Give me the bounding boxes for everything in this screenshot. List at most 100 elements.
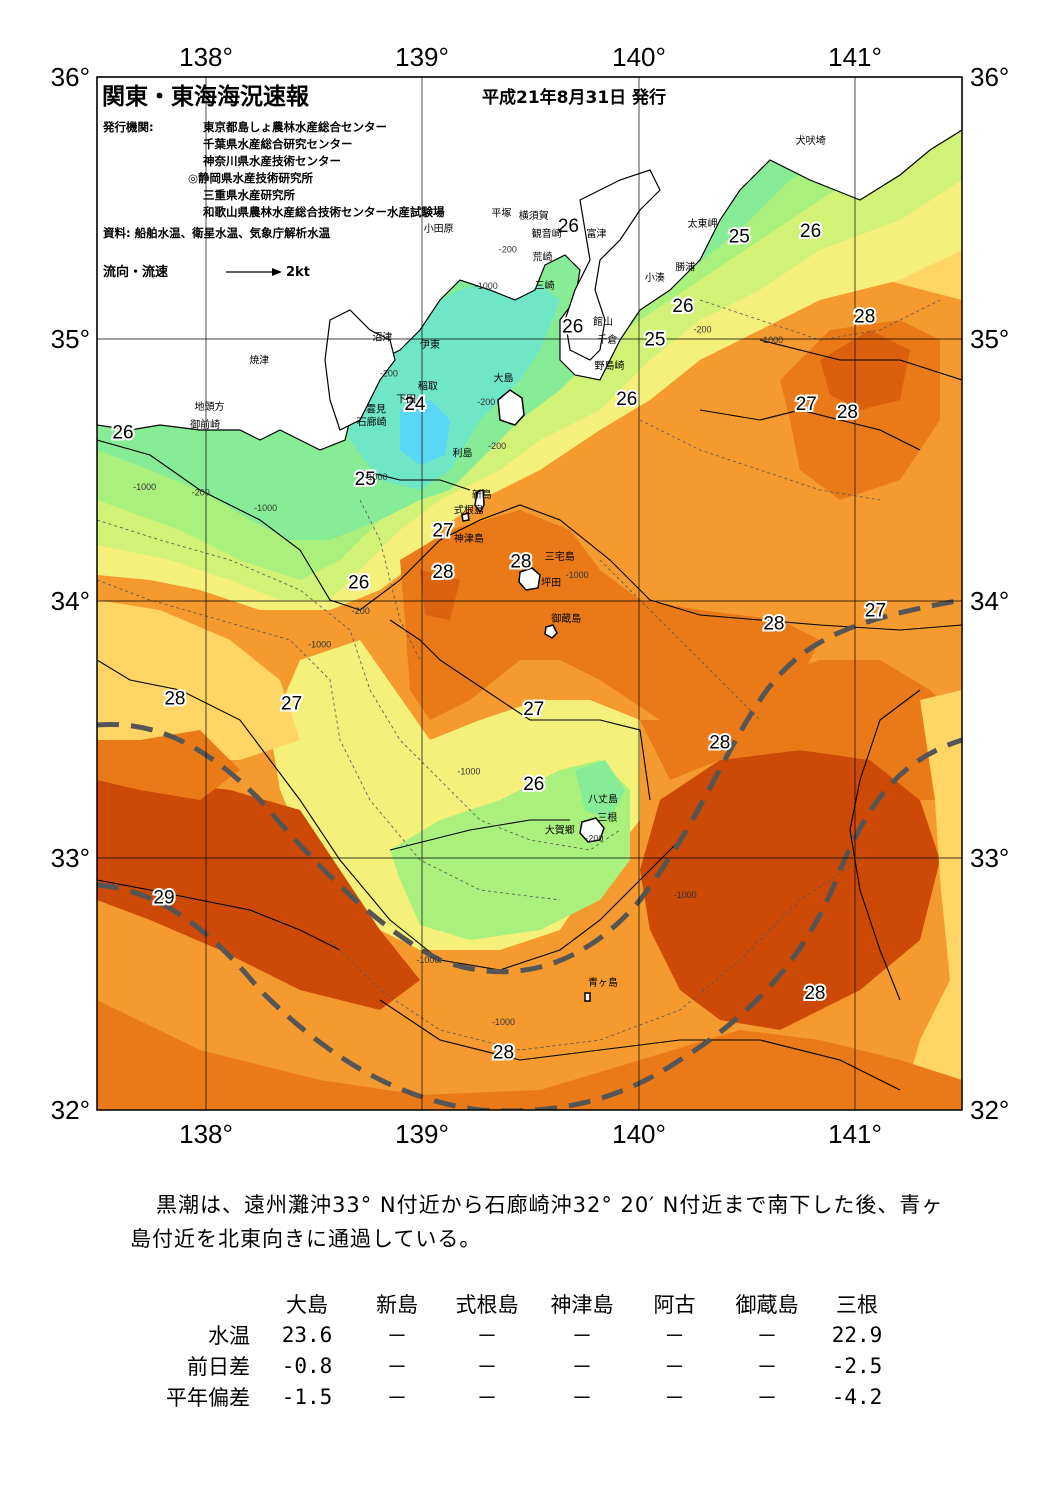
lon-label: 138°	[179, 1119, 233, 1149]
row-label: 水温	[208, 1323, 250, 1348]
station-header: 式根島	[455, 1292, 519, 1317]
publisher-line: 東京都島しょ農林水産総合センター	[203, 120, 387, 134]
depth-label: -1000	[492, 1017, 515, 1027]
table-cell: －	[386, 1354, 408, 1379]
isotherm-label: 26	[558, 216, 579, 237]
depth-label: -1000	[416, 955, 439, 965]
place-name: 雲見	[366, 404, 386, 416]
isotherm-label: 26	[523, 774, 544, 795]
isotherm-label: 26	[562, 317, 583, 338]
place-name: 三宅島	[545, 550, 575, 563]
place-name: 小田原	[424, 223, 454, 235]
publisher-line: 千葉県水産総合研究センター	[203, 137, 353, 151]
table-cell: -2.5	[831, 1353, 883, 1378]
depth-label: -200	[488, 441, 506, 451]
table-cell: －	[571, 1354, 593, 1379]
lat-labels-right: 36° 35° 34° 33° 32°	[970, 62, 1009, 1125]
place-name: 式根島	[454, 503, 484, 516]
issue-date: 平成21年8月31日 発行	[482, 87, 666, 108]
isotherm-label: 28	[854, 306, 875, 327]
place-name: 千倉	[597, 333, 617, 346]
islands	[461, 389, 605, 1002]
isotherm-label: 26	[112, 423, 133, 444]
place-name: 焼津	[249, 355, 269, 367]
depth-label: -1000	[566, 570, 589, 580]
place-name: 大賀郷	[545, 824, 575, 837]
table-cell: －	[571, 1385, 593, 1410]
land	[96, 76, 963, 451]
data-source: 資料: 船舶水温、衛星水温、気象庁解析水温	[103, 226, 331, 240]
place-name: 御蔵島	[551, 612, 581, 625]
lon-label: 140°	[612, 42, 666, 72]
place-name: 伊東	[420, 338, 440, 351]
publisher-line: 神奈川県水産技術センター	[203, 154, 341, 168]
isotherm-label: 26	[616, 389, 637, 410]
table-cell: －	[756, 1323, 778, 1348]
publisher-line: 和歌山県農林水産総合技術センター水産試験場	[203, 205, 445, 219]
isotherm-label: 28	[763, 614, 784, 635]
lon-label: 139°	[395, 42, 449, 72]
place-name: 八丈島	[588, 793, 618, 806]
lon-label: 139°	[395, 1119, 449, 1149]
isotherm-label: 28	[837, 402, 858, 423]
table-cell: －	[756, 1354, 778, 1379]
isotherm-label: 27	[796, 394, 817, 415]
lat-label: 36°	[51, 62, 90, 92]
graticule	[97, 77, 962, 1110]
place-name: 勝浦	[675, 261, 695, 274]
place-name: 三崎	[535, 279, 555, 292]
depth-label: -200	[477, 397, 495, 407]
table-cell: 23.6	[281, 1322, 333, 1347]
depth-label: -200	[380, 369, 398, 379]
depth-label: -1000	[364, 472, 387, 482]
table-row: 水温 23.6 － － － － － 22.9	[130, 1319, 897, 1350]
legend-scale: 2kt	[286, 265, 310, 280]
table-cell: －	[571, 1323, 593, 1348]
isotherm-label: 25	[644, 330, 665, 351]
row-label: 平年偏差	[166, 1385, 250, 1410]
lon-labels-bottom: 138° 139° 140° 141°	[179, 1119, 882, 1149]
isotherm-label: 28	[510, 552, 531, 573]
isotherm-label: 28	[493, 1042, 514, 1063]
depth-contours	[97, 299, 941, 1051]
lon-labels-top: 138° 139° 140° 141°	[179, 42, 882, 72]
table-cell: －	[476, 1385, 498, 1410]
table-cell: －	[386, 1323, 408, 1348]
place-name: 地頭方	[195, 400, 225, 413]
station-header: 神津島	[550, 1292, 614, 1317]
isotherm-label: 28	[432, 562, 453, 583]
publisher-label: 発行機関:	[102, 120, 154, 134]
table-cell: －	[476, 1323, 498, 1348]
lon-label: 138°	[179, 42, 233, 72]
lat-label: 34°	[51, 586, 90, 616]
table-cell: 22.9	[831, 1322, 883, 1347]
place-name: 稲取	[418, 381, 438, 393]
isotherm-label: 27	[523, 699, 544, 720]
publisher-line: 三重県水産研究所	[203, 188, 295, 202]
table-cell: －	[386, 1385, 408, 1410]
table-row: 前日差 -0.8 － － － － － -2.5	[130, 1350, 897, 1381]
depth-labels: -200 -1000 -200 -1000 -200 -200 -200 -1000 -1000…	[133, 245, 783, 1027]
lat-label: 34°	[970, 586, 1009, 616]
place-name: 神津島	[454, 532, 484, 545]
lat-label: 36°	[970, 62, 1009, 92]
depth-label: -1000	[308, 640, 331, 650]
place-name: 野島崎	[595, 359, 625, 372]
station-header: 御蔵島	[735, 1292, 799, 1317]
place-name: 石廊崎	[357, 416, 387, 429]
table-cell: -1.5	[281, 1384, 333, 1409]
place-name: 富津	[587, 227, 607, 240]
lat-label: 35°	[970, 324, 1009, 354]
table-cell: －	[664, 1354, 685, 1379]
place-name: 利島	[453, 447, 473, 460]
lat-labels-left: 36° 35° 34° 33° 32°	[51, 62, 90, 1125]
place-name: 大島	[494, 372, 514, 385]
lon-label: 141°	[828, 1119, 882, 1149]
depth-label: -1000	[475, 281, 498, 291]
isotherm-label: 26	[800, 221, 821, 242]
isotherm-label: 28	[164, 689, 185, 710]
place-name: 犬吠埼	[796, 134, 826, 147]
station-header: 阿古	[653, 1292, 696, 1317]
